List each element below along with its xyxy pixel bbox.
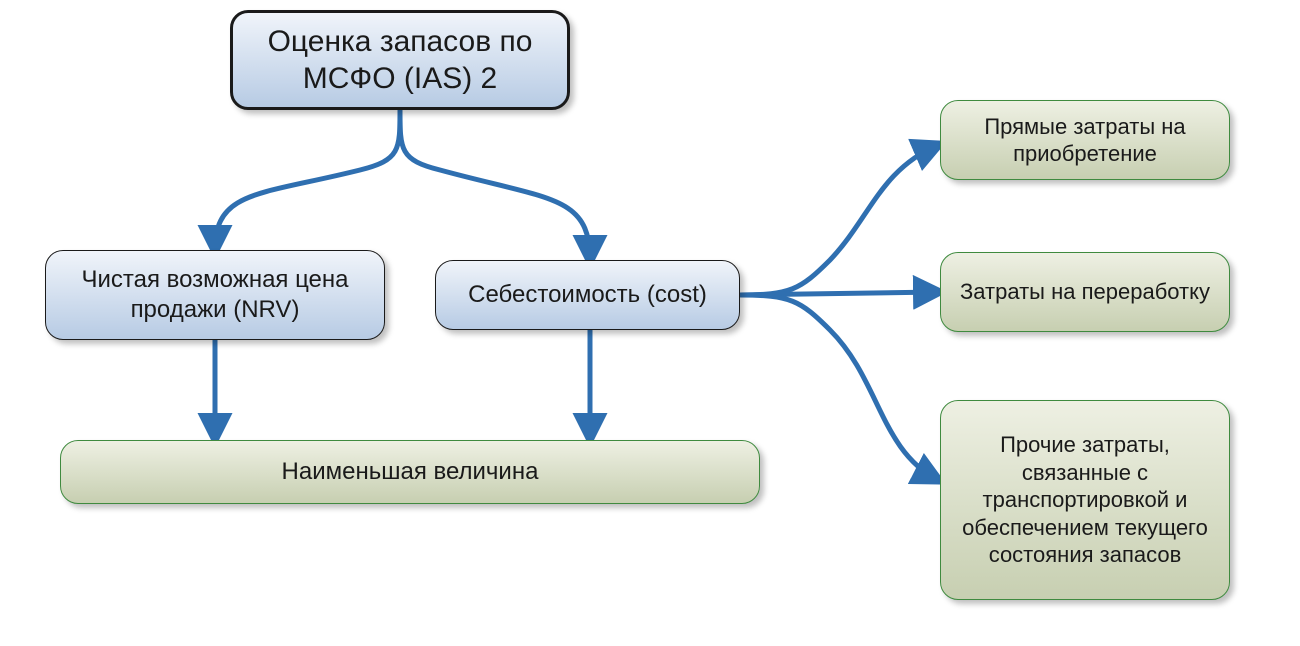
node-min-label: Наименьшая величина bbox=[282, 457, 539, 487]
node-nrv-label: Чистая возможная цена продажи (NRV) bbox=[62, 265, 368, 325]
diagram-stage: { "diagram": { "type": "flowchart", "can… bbox=[0, 0, 1300, 646]
edge-cost-to-direct bbox=[740, 145, 938, 295]
node-cost: Себестоимость (cost) bbox=[435, 260, 740, 330]
edge-cost-to-other bbox=[740, 295, 938, 480]
edge-root-to-nrv bbox=[215, 110, 400, 250]
node-other-label: Прочие затраты, связанные с транспортиро… bbox=[957, 431, 1213, 569]
node-processing: Затраты на переработку bbox=[940, 252, 1230, 332]
edge-root-to-cost bbox=[400, 110, 590, 260]
node-direct: Прямые затраты на приобретение bbox=[940, 100, 1230, 180]
node-cost-label: Себестоимость (cost) bbox=[468, 280, 707, 310]
node-other: Прочие затраты, связанные с транспортиро… bbox=[940, 400, 1230, 600]
node-processing-label: Затраты на переработку bbox=[960, 278, 1210, 306]
node-direct-label: Прямые затраты на приобретение bbox=[957, 113, 1213, 168]
edge-cost-to-processing bbox=[740, 292, 938, 295]
node-nrv: Чистая возможная цена продажи (NRV) bbox=[45, 250, 385, 340]
node-root-label: Оценка запасов по МСФО (IAS) 2 bbox=[249, 23, 551, 98]
node-root: Оценка запасов по МСФО (IAS) 2 bbox=[230, 10, 570, 110]
node-min: Наименьшая величина bbox=[60, 440, 760, 504]
